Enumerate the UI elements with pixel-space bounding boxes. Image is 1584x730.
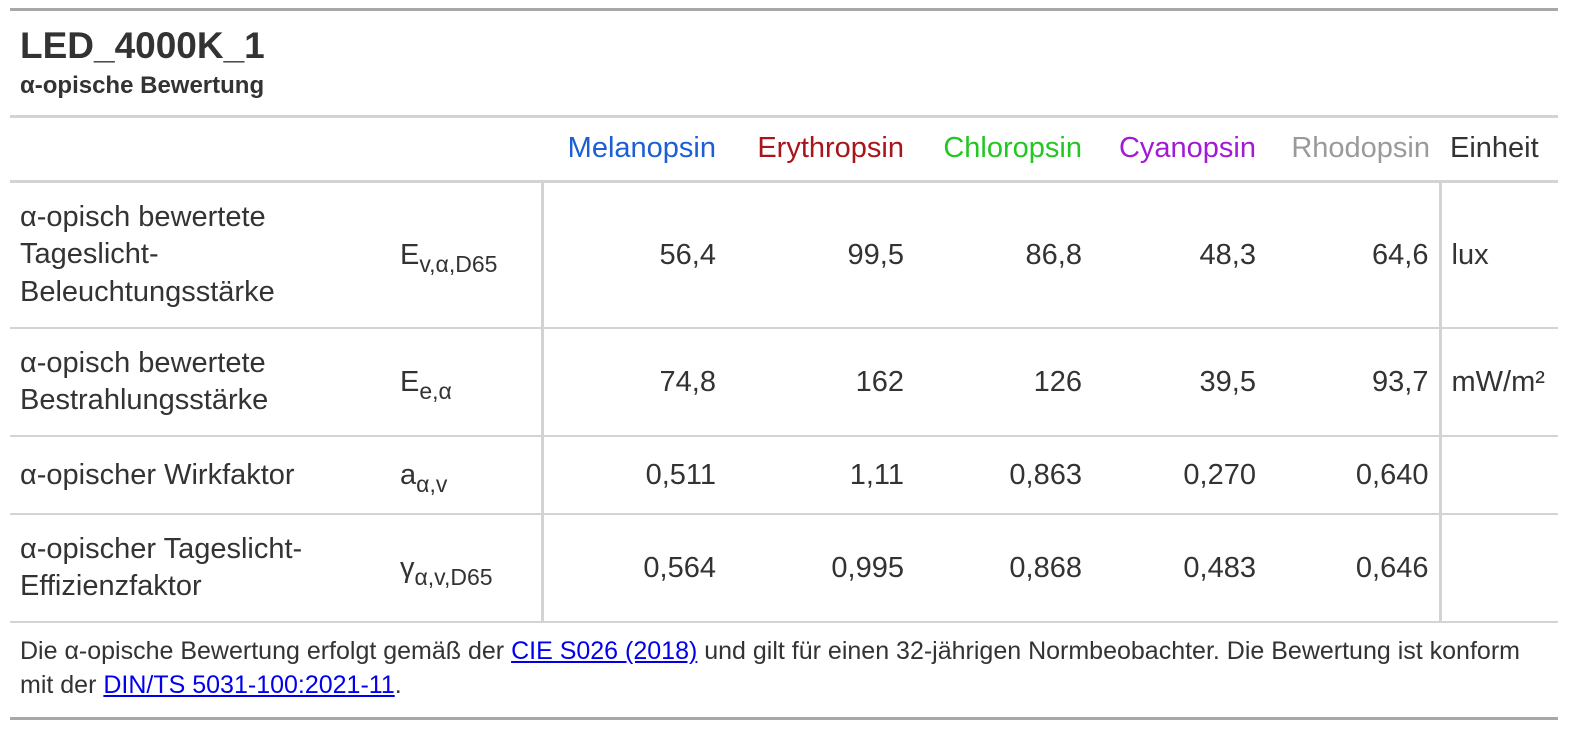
symbol-base: E [400, 365, 420, 398]
value-chloropsin: 0,868 [914, 514, 1092, 624]
row-label: α-opisch bewertete Bestrahlungsstärke [10, 328, 390, 438]
value-erythropsin: 0,995 [726, 514, 914, 624]
symbol-subscript: α,v,D65 [414, 563, 493, 590]
column-header-melanopsin: Melanopsin [542, 116, 726, 183]
column-header-rhodopsin: Rhodopsin [1266, 116, 1440, 183]
symbol-subscript: v,α,D65 [419, 250, 498, 277]
symbol-base: E [400, 238, 420, 271]
value-melanopsin: 56,4 [542, 181, 726, 330]
value-cyanopsin: 39,5 [1092, 328, 1266, 438]
footnote-text: Die α-opische Bewertung erfolgt gemäß de… [20, 637, 512, 666]
row-unit [1438, 514, 1559, 624]
column-header-unit: Einheit [1440, 116, 1559, 183]
value-chloropsin: 86,8 [914, 181, 1092, 330]
symbol-base: γ [400, 551, 415, 584]
row-symbol: Ev,α,D65 [390, 181, 544, 330]
value-erythropsin: 162 [726, 328, 914, 438]
results-table-container: LED_4000K_1 α-opische Bewertung Melanops… [10, 8, 1559, 720]
table-row: α-opisch bewertete Bestrahlungsstärke Ee… [10, 328, 1559, 438]
symbol-subscript: e,α [419, 377, 452, 404]
alpha-opic-table: LED_4000K_1 α-opische Bewertung Melanops… [10, 8, 1559, 720]
column-header-erythropsin: Erythropsin [726, 116, 914, 183]
row-unit [1438, 436, 1559, 516]
value-rhodopsin: 64,6 [1266, 181, 1440, 330]
column-header-chloropsin: Chloropsin [914, 116, 1092, 183]
value-erythropsin: 99,5 [726, 181, 914, 330]
value-erythropsin: 1,11 [726, 436, 914, 516]
table-title: LED_4000K_1 [20, 25, 265, 66]
row-unit: lux [1438, 181, 1559, 330]
value-chloropsin: 126 [914, 328, 1092, 438]
value-melanopsin: 0,564 [542, 514, 726, 624]
table-row: α-opischer Tageslicht-Effizienzfaktor γα… [10, 514, 1559, 624]
value-melanopsin: 0,511 [542, 436, 726, 516]
row-symbol: aα,v [390, 436, 544, 516]
column-header-cyanopsin: Cyanopsin [1092, 116, 1266, 183]
row-symbol: Ee,α [390, 328, 544, 438]
value-chloropsin: 0,863 [914, 436, 1092, 516]
value-rhodopsin: 93,7 [1266, 328, 1440, 438]
value-rhodopsin: 0,640 [1266, 436, 1440, 516]
value-melanopsin: 74,8 [542, 328, 726, 438]
value-cyanopsin: 48,3 [1092, 181, 1266, 330]
value-cyanopsin: 0,483 [1092, 514, 1266, 624]
value-rhodopsin: 0,646 [1266, 514, 1440, 624]
title-row: LED_4000K_1 α-opische Bewertung [10, 9, 1559, 118]
footnote-text: . [394, 671, 402, 700]
value-cyanopsin: 0,270 [1092, 436, 1266, 516]
footnote: Die α-opische Bewertung erfolgt gemäß de… [10, 622, 1559, 720]
table-subtitle: α-opische Bewertung [20, 72, 265, 100]
table-row: α-opischer Wirkfaktor aα,v 0,511 1,11 0,… [10, 436, 1559, 516]
symbol-subscript: α,v [416, 470, 448, 497]
table-header: LED_4000K_1 α-opische Bewertung [10, 9, 1559, 118]
din-ts-5031-link[interactable]: DIN/TS 5031-100:2021-11 [103, 671, 395, 700]
row-unit: mW/m² [1438, 328, 1559, 438]
blank-header-cell [10, 116, 390, 183]
row-label: α-opisch bewertete Tageslicht-Beleuchtun… [10, 181, 390, 330]
footnote-row: Die α-opische Bewertung erfolgt gemäß de… [10, 622, 1559, 720]
symbol-base: a [400, 458, 417, 491]
table-row: α-opisch bewertete Tageslicht-Beleuchtun… [10, 181, 1559, 330]
footnote-text: und gilt für einen 32-jährigen Normbeoba… [20, 637, 1520, 700]
row-label: α-opischer Wirkfaktor [10, 436, 390, 516]
column-header-row: Melanopsin Erythropsin Chloropsin Cyanop… [10, 116, 1559, 183]
row-label: α-opischer Tageslicht-Effizienzfaktor [10, 514, 390, 624]
row-symbol: γα,v,D65 [390, 514, 544, 624]
blank-header-cell [390, 116, 542, 183]
cie-s026-link[interactable]: CIE S026 (2018) [511, 637, 698, 666]
